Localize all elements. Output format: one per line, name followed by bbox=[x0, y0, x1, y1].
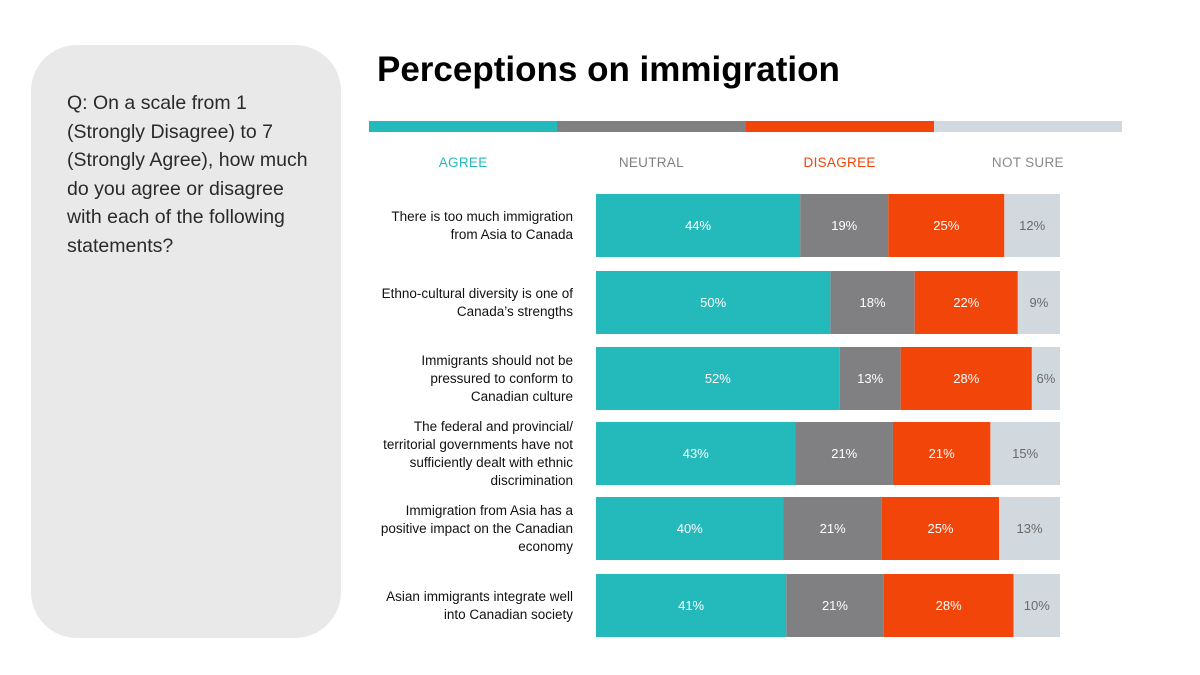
data-label: 25% bbox=[933, 218, 959, 233]
data-label: 6% bbox=[1037, 371, 1056, 386]
data-label: 28% bbox=[953, 371, 979, 386]
question-panel: Q: On a scale from 1 (Strongly Disagree)… bbox=[31, 45, 341, 638]
bar-segment-neutral bbox=[795, 422, 893, 485]
chart-title: Perceptions on immigration bbox=[377, 50, 840, 89]
data-label: 12% bbox=[1019, 218, 1045, 233]
category-label: Ethno-cultural diversity is one of Canada… bbox=[382, 286, 574, 319]
bar-segment-not-sure bbox=[1017, 271, 1060, 334]
bar-segment-neutral bbox=[783, 497, 882, 560]
bar-segment-not-sure bbox=[1004, 194, 1060, 257]
data-label: 50% bbox=[700, 295, 726, 310]
data-label: 41% bbox=[678, 598, 704, 613]
data-label: 19% bbox=[831, 218, 857, 233]
legend-label-neutral: NEUTRAL bbox=[618, 155, 684, 170]
category-label: There is too much immigration from Asia t… bbox=[391, 209, 573, 242]
data-label: 40% bbox=[677, 521, 703, 536]
bar-segment-disagree bbox=[883, 574, 1014, 637]
bar-segment-agree bbox=[596, 271, 831, 334]
legend-swatch-agree bbox=[369, 121, 558, 132]
data-label: 52% bbox=[705, 371, 731, 386]
bar-segment-disagree bbox=[900, 347, 1032, 410]
bar-segment-neutral bbox=[786, 574, 884, 637]
bar-segment-not-sure bbox=[1013, 574, 1060, 637]
data-label: 44% bbox=[685, 218, 711, 233]
legend-swatch-disagree bbox=[745, 121, 934, 132]
data-label: 43% bbox=[683, 446, 709, 461]
data-label: 15% bbox=[1012, 446, 1038, 461]
bar-segment-agree bbox=[596, 194, 801, 257]
category-label: The federal and provincial/territorial g… bbox=[383, 419, 573, 488]
bar-segment-neutral bbox=[800, 194, 889, 257]
legend-label-not-sure: NOT SURE bbox=[991, 155, 1064, 170]
data-label: 18% bbox=[860, 295, 886, 310]
bar-segment-agree bbox=[596, 497, 784, 560]
bar-segment-not-sure bbox=[1031, 347, 1060, 410]
stacked-bar-chart: There is too much immigration from Asia t… bbox=[381, 194, 1060, 637]
category-label: Immigrants should not be pressured to con… bbox=[421, 353, 573, 404]
bar-segment-not-sure bbox=[999, 497, 1060, 560]
data-label: 21% bbox=[929, 446, 955, 461]
data-label: 21% bbox=[822, 598, 848, 613]
bar-segment-agree bbox=[596, 422, 796, 485]
data-label: 25% bbox=[927, 521, 953, 536]
data-label: 22% bbox=[953, 295, 979, 310]
bar-segment-disagree bbox=[914, 271, 1018, 334]
legend-label-disagree: DISAGREE bbox=[803, 155, 876, 170]
legend-swatch-not-sure bbox=[933, 121, 1122, 132]
legend-label-agree: AGREE bbox=[438, 155, 488, 170]
legend-swatch-neutral bbox=[557, 121, 746, 132]
data-label: 10% bbox=[1024, 598, 1050, 613]
bar-segment-disagree bbox=[892, 422, 991, 485]
data-label: 13% bbox=[857, 371, 883, 386]
bar-segment-not-sure bbox=[990, 422, 1060, 485]
data-label: 21% bbox=[831, 446, 857, 461]
bar-segment-agree bbox=[596, 574, 787, 637]
data-label: 21% bbox=[820, 521, 846, 536]
category-label: Asian immigrants integrate well into Cana… bbox=[386, 589, 573, 622]
legend-strip bbox=[369, 121, 1122, 132]
bar-segment-agree bbox=[596, 347, 840, 410]
data-label: 9% bbox=[1030, 295, 1049, 310]
bar-segment-neutral bbox=[830, 271, 915, 334]
category-label: Immigration from Asia has a positive impa… bbox=[381, 503, 574, 554]
bar-segment-neutral bbox=[839, 347, 901, 410]
data-label: 13% bbox=[1017, 521, 1043, 536]
bar-segment-disagree bbox=[881, 497, 1000, 560]
question-text: Q: On a scale from 1 (Strongly Disagree)… bbox=[67, 92, 308, 257]
data-label: 28% bbox=[936, 598, 962, 613]
bar-segment-disagree bbox=[888, 194, 1005, 257]
legend: AGREE NEUTRAL DISAGREE NOT SURE bbox=[369, 154, 1122, 172]
